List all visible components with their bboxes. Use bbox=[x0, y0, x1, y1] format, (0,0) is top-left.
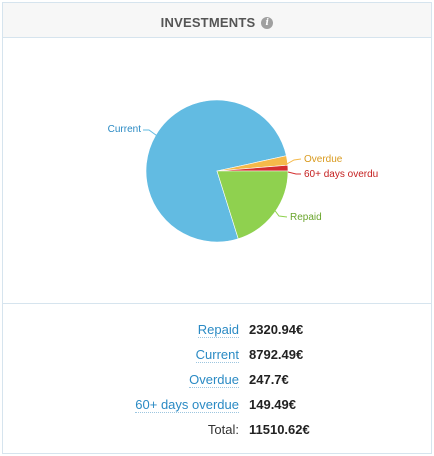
summary-row-current: Current 8792.49€ bbox=[3, 344, 431, 366]
pie-connector-repaid bbox=[272, 207, 288, 218]
pie-slice-repaid[interactable] bbox=[216, 170, 289, 240]
pie-slice-current[interactable] bbox=[145, 99, 287, 243]
pie-connector-overdue bbox=[284, 158, 302, 166]
summary-row-overdue: Overdue 247.7€ bbox=[3, 369, 431, 391]
pie-connector-60plus bbox=[287, 171, 301, 175]
summary-label-total: Total: bbox=[207, 422, 239, 437]
pie-label-60plus: 60+ days overdu bbox=[304, 169, 378, 180]
summary-label-60plus[interactable]: 60+ days overdue bbox=[135, 397, 239, 413]
summary-value-60plus: 149.49€ bbox=[249, 397, 296, 412]
summary-row-total: Total: 11510.62€ bbox=[3, 419, 431, 441]
widget-header: INVESTMENTS i bbox=[3, 3, 431, 38]
summary-row-repaid: Repaid 2320.94€ bbox=[3, 319, 431, 341]
info-icon[interactable]: i bbox=[261, 16, 274, 29]
pie-connector-current bbox=[143, 129, 161, 139]
summary-value-current: 8792.49€ bbox=[249, 347, 304, 362]
summary-row-60plus: 60+ days overdue 149.49€ bbox=[3, 394, 431, 416]
summary-label-repaid[interactable]: Repaid bbox=[197, 322, 239, 338]
pie-label-repaid: Repaid bbox=[290, 212, 322, 223]
summary-label-current[interactable]: Current bbox=[195, 347, 239, 363]
summary-value-overdue: 247.7€ bbox=[249, 372, 289, 387]
summary-value-total: 11510.62€ bbox=[249, 422, 310, 437]
pie-label-overdue: Overdue bbox=[304, 154, 343, 165]
chart-area: Current Overdue 60+ days overdu Repaid bbox=[3, 38, 431, 304]
summary-label-overdue[interactable]: Overdue bbox=[189, 372, 239, 388]
pie-label-current: Current bbox=[108, 124, 142, 135]
summary-value-repaid: 2320.94€ bbox=[249, 322, 304, 337]
widget-title: INVESTMENTS i bbox=[3, 14, 431, 30]
widget-title-text: INVESTMENTS bbox=[160, 15, 256, 31]
pie-chart: Current Overdue 60+ days overdu Repaid bbox=[108, 99, 378, 243]
